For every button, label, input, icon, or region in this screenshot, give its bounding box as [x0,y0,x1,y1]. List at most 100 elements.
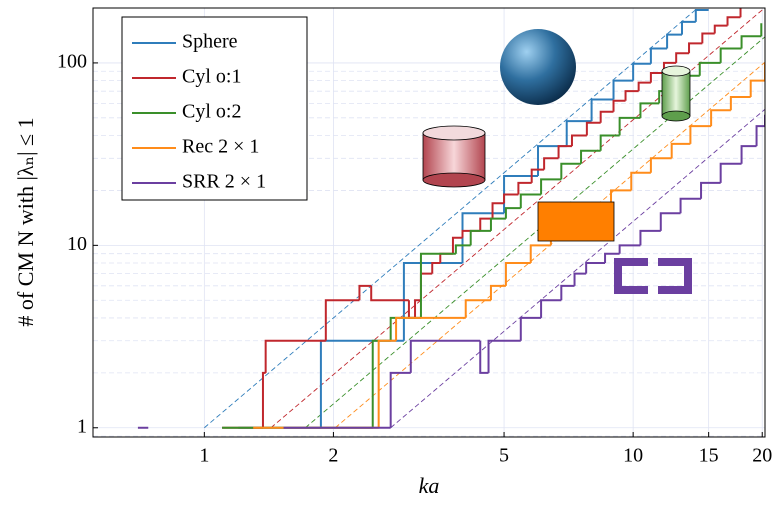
series-step [719,162,742,183]
series-step [599,134,620,151]
series-step [670,142,691,159]
series-step [409,339,481,373]
series-step [370,285,409,302]
series-step [451,236,463,254]
series-step [454,244,471,254]
series-step [264,339,326,373]
legend-label: Rec 2 × 1 [182,136,259,158]
series-step [479,217,493,231]
series-step [402,262,463,341]
series-step [649,72,664,83]
series-step [489,284,506,301]
series-step [700,181,721,199]
series-step [419,272,433,301]
large-cylinder-icon [422,125,486,188]
series-step [464,299,491,318]
series-step [675,52,690,63]
series-step [469,229,491,246]
series-step [590,98,614,122]
series-step [688,42,703,54]
series-step [479,340,489,374]
series-step [560,284,575,301]
series-step [517,181,532,195]
small-cylinder-icon [661,65,691,122]
x-tick-label: 10 [623,445,643,467]
series-step [377,339,397,428]
series-step [395,316,466,341]
series-step [540,299,562,318]
series-step [639,102,660,118]
series-step [599,110,614,123]
series-step [740,145,757,164]
series-step [371,339,391,428]
series-step [612,99,626,112]
y-tick-label: 100 [57,51,87,73]
series-step [713,24,728,34]
x-tick-label: 20 [752,445,772,467]
series-step [694,9,709,22]
y-tick-label: 1 [77,415,87,437]
series-step [261,371,266,428]
series-step [701,32,715,44]
series-step [503,193,519,204]
series-step [489,217,506,231]
series-step [612,79,634,100]
legend-label: Sphere [182,31,238,53]
series-step [679,197,702,214]
series-step [630,171,651,191]
series-step [358,284,372,301]
reference-line [390,108,765,429]
series-step [570,134,587,147]
series-step [639,229,661,246]
series-step [491,202,505,219]
series-step [681,20,696,35]
series-step [414,299,421,318]
series-step [461,212,505,264]
series-step [666,33,683,49]
series-step [749,79,765,98]
series-step [504,207,521,219]
sphere-icon [500,29,576,105]
series-step [565,120,592,147]
series-step [659,212,681,231]
series-step [580,149,601,164]
y-axis-label: # of CM N with |λₙ| ≤ 1 [13,117,38,326]
series-step [719,47,742,63]
series-step [519,316,542,341]
plot-frame [92,7,766,438]
series-step [755,125,765,147]
series-step [585,121,601,136]
series-step [519,193,542,209]
series-step [324,299,360,341]
series-step [729,96,751,111]
legend-label: SRR 2 × 1 [182,171,266,193]
series-step [557,145,572,159]
rectangle-icon [537,201,615,242]
series-step [537,145,567,176]
series-step [624,90,639,101]
x-tick-label: 5 [499,445,509,467]
series-step [618,116,641,136]
series-step [439,252,453,264]
series-step [543,157,559,170]
x-axis-label: ka [419,473,440,498]
reference-line [305,36,765,429]
legend-label: Cyl o:2 [182,101,241,123]
series-step [632,62,651,81]
series-step [560,162,582,180]
series-step [649,157,672,173]
series-step [710,109,731,127]
series-step [689,125,712,144]
series-step [610,189,632,204]
ticks: 1 10 100 1 2 5 10 15 20 [57,51,772,467]
reference-line [204,9,697,429]
x-tick-label: 15 [699,445,719,467]
series-step [529,244,551,264]
series-step [649,47,668,64]
series-step [637,81,651,92]
series-step [573,272,587,286]
x-tick-label: 2 [328,445,338,467]
series-step [419,252,456,318]
series-step [487,339,521,373]
